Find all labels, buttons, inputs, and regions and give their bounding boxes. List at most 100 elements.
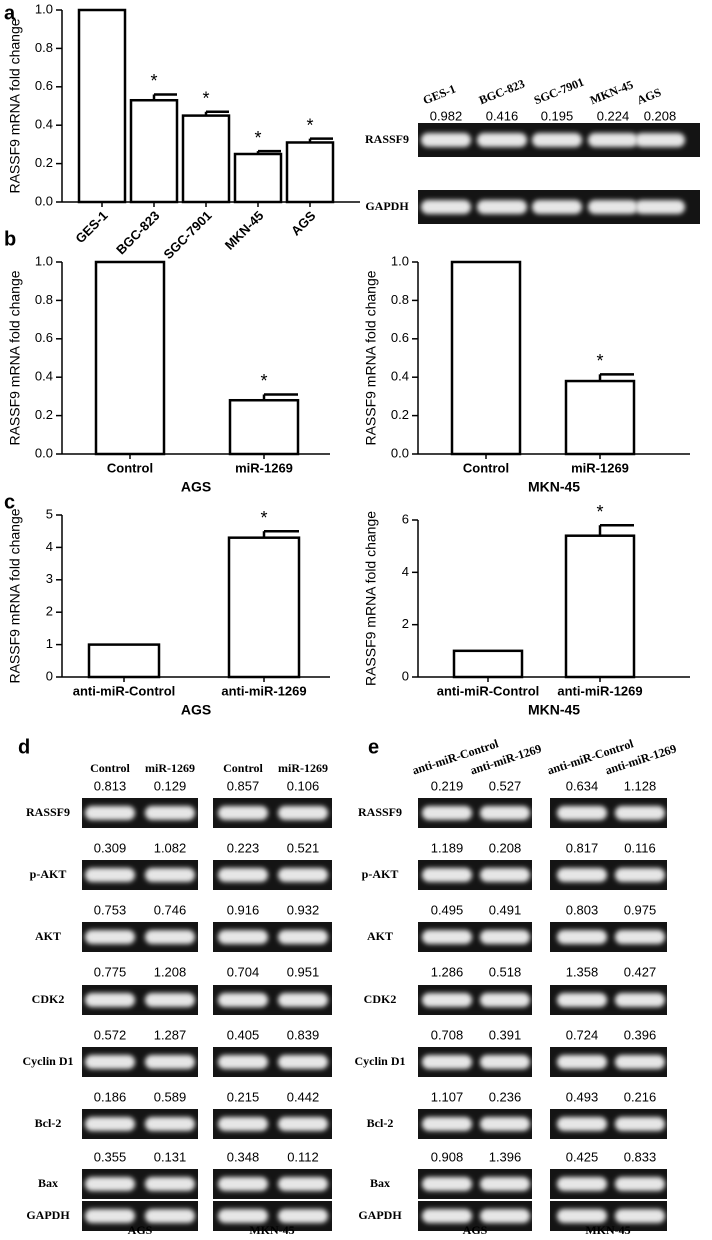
bar bbox=[564, 379, 636, 456]
band bbox=[422, 806, 472, 820]
x-tick-label: anti-miR-Control bbox=[73, 683, 176, 698]
band-value: 0.704 bbox=[227, 964, 260, 979]
band-value: 1.189 bbox=[431, 840, 464, 855]
y-tick-label: 0.2 bbox=[35, 407, 53, 422]
column-header: GES-1 bbox=[421, 82, 458, 108]
band bbox=[557, 806, 607, 820]
y-tick-label: 0 bbox=[46, 668, 53, 683]
band bbox=[422, 1055, 472, 1069]
band-value: 0.215 bbox=[227, 1089, 260, 1104]
band bbox=[422, 1209, 472, 1223]
band bbox=[145, 993, 195, 1007]
x-tick-label: AGS bbox=[288, 208, 319, 239]
band bbox=[278, 1117, 328, 1131]
band bbox=[557, 1117, 607, 1131]
y-tick-label: 0 bbox=[402, 668, 409, 683]
y-tick-label: 4 bbox=[46, 539, 53, 554]
x-tick-label: MKN-45 bbox=[222, 208, 267, 253]
y-tick-label: 0.2 bbox=[391, 407, 409, 422]
band-value: 0.975 bbox=[624, 902, 657, 917]
band-value: 0.932 bbox=[287, 902, 320, 917]
column-header: Control bbox=[223, 761, 263, 775]
band-value: 0.491 bbox=[489, 902, 522, 917]
band bbox=[635, 200, 685, 214]
significance-star: * bbox=[596, 502, 603, 522]
y-axis-label: RASSF9 mRNA fold change bbox=[363, 270, 379, 445]
x-axis-label: MKN-45 bbox=[528, 479, 580, 495]
y-tick-label: 1.0 bbox=[35, 1, 53, 16]
band bbox=[557, 1209, 607, 1223]
band bbox=[218, 1209, 268, 1223]
x-axis-label: MKN-45 bbox=[528, 702, 580, 718]
band bbox=[422, 1117, 472, 1131]
band bbox=[218, 1117, 268, 1131]
band bbox=[532, 133, 582, 147]
band-value: 1.208 bbox=[154, 964, 187, 979]
band bbox=[480, 930, 530, 944]
x-tick-label: anti-miR-Control bbox=[437, 683, 540, 698]
row-label: Bax bbox=[370, 1176, 390, 1190]
x-tick-label: anti-miR-1269 bbox=[221, 683, 306, 698]
x-axis-label: AGS bbox=[181, 702, 211, 718]
x-tick-label: Control bbox=[463, 460, 509, 475]
band-value: 0.572 bbox=[94, 1027, 127, 1042]
band bbox=[218, 806, 268, 820]
y-tick-label: 2 bbox=[402, 616, 409, 631]
band-value: 0.857 bbox=[227, 778, 260, 793]
bar bbox=[77, 8, 127, 204]
band-value: 0.527 bbox=[489, 778, 522, 793]
band bbox=[145, 1117, 195, 1131]
significance-star: * bbox=[202, 89, 209, 109]
row-label: Bax bbox=[38, 1176, 58, 1190]
band-value: 0.427 bbox=[624, 964, 657, 979]
y-tick-label: 0.4 bbox=[35, 117, 53, 132]
y-tick-label: 0.4 bbox=[35, 369, 53, 384]
row-label: p-AKT bbox=[30, 867, 67, 881]
band bbox=[422, 930, 472, 944]
y-tick-label: 0.0 bbox=[35, 445, 53, 460]
bar bbox=[452, 649, 524, 679]
band bbox=[557, 868, 607, 882]
band bbox=[477, 200, 527, 214]
band bbox=[85, 868, 135, 882]
band-value: 0.208 bbox=[489, 840, 522, 855]
panel-label: a bbox=[4, 2, 16, 24]
y-tick-label: 0.6 bbox=[35, 78, 53, 93]
band bbox=[422, 868, 472, 882]
row-label: RASSF9 bbox=[358, 805, 402, 819]
row-label: GAPDH bbox=[365, 199, 409, 213]
band-value: 0.348 bbox=[227, 1149, 260, 1164]
group-label: AGS bbox=[463, 1223, 488, 1237]
significance-star: * bbox=[260, 371, 267, 391]
y-tick-label: 0.4 bbox=[391, 369, 409, 384]
panel-label: c bbox=[4, 491, 15, 513]
bar bbox=[87, 643, 161, 679]
panel-label: b bbox=[4, 228, 16, 250]
band-value: 0.216 bbox=[624, 1089, 657, 1104]
band bbox=[615, 993, 665, 1007]
y-axis-label: RASSF9 mRNA fold change bbox=[7, 508, 23, 683]
y-tick-label: 0.2 bbox=[35, 155, 53, 170]
band-value: 0.236 bbox=[489, 1089, 522, 1104]
panel-label: e bbox=[368, 736, 379, 758]
band bbox=[422, 993, 472, 1007]
y-tick-label: 1.0 bbox=[391, 253, 409, 268]
band bbox=[588, 200, 638, 214]
y-tick-label: 3 bbox=[46, 571, 53, 586]
band bbox=[145, 868, 195, 882]
band-value: 0.186 bbox=[94, 1089, 127, 1104]
band-value: 1.358 bbox=[566, 964, 599, 979]
band bbox=[278, 993, 328, 1007]
band bbox=[615, 930, 665, 944]
band bbox=[615, 1117, 665, 1131]
band bbox=[218, 1177, 268, 1191]
band bbox=[557, 1177, 607, 1191]
row-label: p-AKT bbox=[362, 867, 399, 881]
band bbox=[477, 133, 527, 147]
y-tick-label: 1.0 bbox=[35, 253, 53, 268]
band-value: 0.195 bbox=[541, 108, 574, 123]
band-value: 0.116 bbox=[624, 840, 656, 855]
y-axis-label: RASSF9 mRNA fold change bbox=[7, 18, 23, 193]
